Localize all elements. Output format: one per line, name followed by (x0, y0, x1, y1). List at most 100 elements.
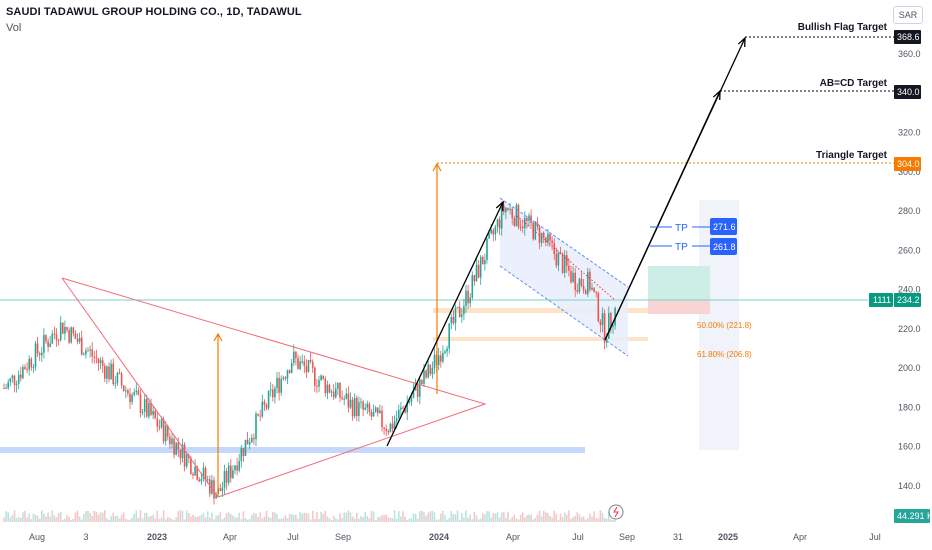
candle-body (454, 308, 457, 324)
volume-bar (566, 514, 568, 522)
volume-bar (238, 512, 240, 522)
volume-bar (204, 517, 207, 522)
candle-body (601, 313, 604, 326)
candle-body (238, 461, 240, 471)
lightning-icon[interactable] (608, 504, 624, 520)
candle-body (503, 205, 505, 213)
volume-bar (290, 513, 293, 522)
volume-bar (87, 511, 89, 522)
volume-bar (431, 510, 434, 522)
candle-body (467, 290, 469, 304)
volume-bar (223, 517, 226, 522)
candle-body (479, 256, 482, 278)
candle-body (257, 413, 259, 416)
candle-body (125, 390, 127, 392)
candle-body (471, 275, 474, 298)
volume-bar (503, 511, 505, 522)
candle-body (511, 208, 513, 219)
candle-body (328, 384, 331, 393)
candle-body (225, 470, 228, 483)
volume-bar (125, 518, 127, 522)
candle-body (496, 219, 499, 227)
volume-bar (246, 519, 249, 522)
volume-bar (458, 519, 461, 522)
candle-body (398, 409, 400, 419)
candle-body (517, 204, 520, 227)
candle-body (108, 366, 110, 380)
candle-body (116, 372, 119, 384)
volume-bar (519, 514, 522, 522)
symbol-code-text: 1111 (873, 295, 891, 305)
volume-bar (62, 519, 64, 522)
volume-label[interactable]: Vol (6, 22, 22, 34)
volume-bar (150, 516, 152, 522)
volume-bar (610, 519, 612, 522)
candle-body (440, 355, 442, 362)
volume-bar (135, 510, 138, 522)
volume-bar (13, 510, 16, 522)
volume-badge-text: 44.291 K (897, 511, 932, 521)
volume-bar (30, 519, 33, 522)
volume-bar (183, 519, 186, 522)
volume-bar (34, 515, 37, 522)
candle-body (458, 307, 461, 317)
candle-body (11, 375, 14, 379)
volume-bar (80, 519, 83, 522)
candle-body (204, 467, 207, 481)
candle-body (286, 370, 289, 379)
candle-body (196, 466, 198, 480)
candle-body (83, 354, 85, 356)
volume-bar (347, 510, 350, 522)
volume-bar (494, 513, 497, 522)
volume-bar (582, 516, 585, 522)
candle-body (227, 465, 230, 483)
candle-body (362, 401, 364, 410)
volume-bar (293, 514, 295, 522)
volume-bar (601, 513, 604, 522)
candle-body (374, 407, 377, 412)
currency-button[interactable]: SAR (893, 6, 923, 24)
candle-body (370, 412, 373, 417)
axes-layer: 140.0 160.0 180.0 200.0 220.0 240.0 260.0 280.0… (29, 30, 932, 542)
symbol-title[interactable]: SAUDI TADAWUL GROUP HOLDING CO., 1D, TAD… (6, 6, 302, 18)
volume-bar (337, 519, 339, 522)
volume-bar (473, 511, 476, 522)
candle-body (288, 370, 291, 373)
candle-body (316, 385, 318, 387)
volume-bar (612, 519, 614, 522)
candle-body (408, 401, 411, 403)
volume-bar (240, 519, 243, 522)
volume-bar (32, 513, 35, 522)
candle-body (358, 402, 360, 417)
volume-bar (358, 518, 360, 522)
candle-body (391, 423, 394, 429)
volume-bar (542, 510, 545, 522)
candle-body (263, 401, 266, 405)
volume-bar (368, 518, 371, 522)
candle-body (538, 226, 541, 243)
candle-body (30, 358, 33, 368)
candle-body (570, 270, 572, 282)
candle-body (179, 449, 182, 459)
volume-bar (595, 518, 597, 522)
x-tick-label: Sep (619, 532, 635, 542)
volume-bar (137, 517, 140, 522)
volume-bar (408, 518, 411, 522)
bullish-flag-arrow (604, 37, 746, 341)
candle-body (68, 330, 70, 343)
candle-body (87, 350, 89, 352)
candle-body (551, 240, 553, 244)
fib-618-zone (433, 337, 648, 341)
current-price-badge (894, 293, 921, 307)
chart-header: SAUDI TADAWUL GROUP HOLDING CO., 1D, TAD… (6, 6, 302, 18)
volume-bar (540, 516, 543, 522)
volume-bar (603, 518, 606, 522)
candle-body (53, 333, 56, 335)
volume-bar (76, 510, 79, 522)
volume-bar (108, 519, 110, 522)
bullish-flag-target-label: Bullish Flag Target (798, 22, 888, 33)
candle-body (599, 321, 602, 326)
candle-body (578, 278, 581, 292)
candle-body (133, 392, 135, 395)
